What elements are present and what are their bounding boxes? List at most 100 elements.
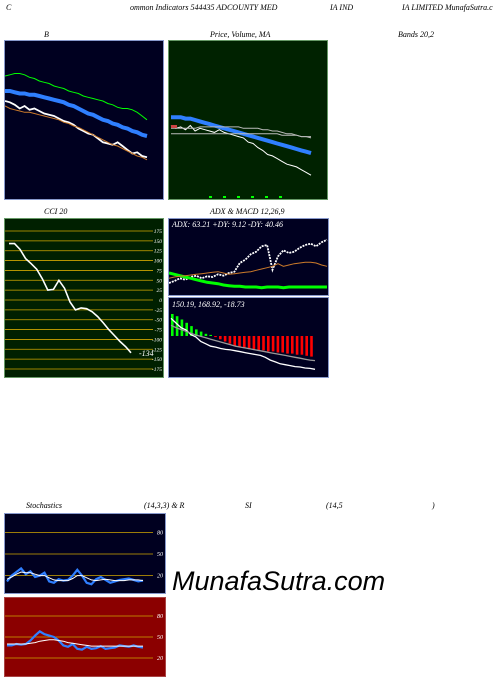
stoch-title-si: SI <box>245 501 252 510</box>
cci-tick-label: 150 <box>154 239 163 245</box>
adx-macd-title: ADX & MACD 12,26,9 <box>210 207 285 216</box>
cci-tick-label: 125 <box>154 249 163 255</box>
stoch-title-left: Stochastics <box>26 501 62 510</box>
macd-hist-bar <box>247 336 251 350</box>
stoch-tick-label: 50 <box>157 552 163 558</box>
adx-values: ADX: 63.21 +DY: 9.12 -DY: 40.46 <box>172 220 284 229</box>
cci-tick-label: -25 <box>155 308 163 314</box>
price-ma-panel <box>168 40 328 200</box>
cci-title: CCI 20 <box>44 207 68 216</box>
rsi-panel: 80 50 20 <box>4 597 166 677</box>
header-part-1: C <box>6 3 12 12</box>
adx-series-ADX <box>168 238 328 284</box>
macd-chart <box>170 314 316 370</box>
header-part-2: ommon Indicators 544435 ADCOUNTY MED <box>130 3 278 12</box>
rsi-series-0 <box>7 630 144 651</box>
stoch-title-14: (14,5 <box>326 501 343 510</box>
cci-tick-label: -125 <box>152 347 162 353</box>
rsi-tick-label: 50 <box>157 635 163 641</box>
cci-panel: 175 150 125 100 75 50 25 0 -25 -50 -75 -100 -125 -150… <box>4 218 164 378</box>
cci-tick-label: 25 <box>157 288 163 294</box>
macd-hist-bar <box>305 336 308 356</box>
adx-series-+DY <box>168 271 327 290</box>
bollinger-panel <box>4 40 164 200</box>
volume-bar <box>279 196 282 198</box>
macd-hist-bar <box>310 336 313 357</box>
stoch-title-mid: (14,3,3) & R <box>144 501 185 510</box>
macd-hist-bar <box>233 336 236 346</box>
stoch-tick-label: 20 <box>157 574 163 580</box>
price-ma-chart <box>170 115 312 198</box>
macd-line-Signal <box>170 324 316 362</box>
cci-tick-label: -150 <box>152 357 162 363</box>
volume-bar <box>237 196 240 198</box>
price-marker <box>171 125 177 128</box>
price-ma-series-2 <box>171 126 312 139</box>
macd-hist-bar <box>238 336 241 347</box>
adx-panel: ADX: 63.21 +DY: 9.12 -DY: 40.46 <box>168 218 329 296</box>
macd-hist-bar <box>286 336 289 354</box>
price-ma-series-3 <box>171 133 311 138</box>
macd-hist-bar <box>281 336 284 353</box>
rsi-tick-label: 80 <box>157 614 163 620</box>
macd-hist-bar <box>267 336 270 352</box>
macd-hist-bar <box>295 336 299 355</box>
header-part-4: IA LIMITED MunafaSutra.c <box>402 3 493 12</box>
cci-tick-label: 100 <box>154 259 163 265</box>
macd-panel: 150.19, 168.92, -18.73 <box>168 297 329 378</box>
price-ma-series-0 <box>170 124 312 176</box>
cci-tick-label: -100 <box>152 337 162 343</box>
adx-series--DY <box>168 261 328 279</box>
rsi-tick-label: 20 <box>157 656 163 662</box>
macd-hist-bar <box>209 334 212 336</box>
volume-bar <box>265 196 268 198</box>
macd-hist-bar <box>262 336 265 351</box>
macd-line-MACD <box>170 317 316 370</box>
bands-title: Bands 20,2 <box>398 30 434 39</box>
adx-chart <box>168 238 328 290</box>
stoch-tick-label: 80 <box>157 530 163 536</box>
macd-hist-bar <box>291 336 294 354</box>
cci-tick-label: 175 <box>154 229 163 235</box>
cci-line <box>9 242 132 354</box>
macd-hist-bar <box>257 336 260 351</box>
cci-tick-label: -175 <box>152 367 162 373</box>
stochastics-panel: 80 50 20 <box>4 513 166 594</box>
macd-hist-bar <box>175 316 179 336</box>
stoch-title-paren: ) <box>432 501 435 510</box>
stoch-series-0 <box>6 566 144 586</box>
price-ma-title: Price, Volume, MA <box>210 30 271 39</box>
macd-hist-bar <box>204 333 208 336</box>
cci-tick-label: 0 <box>159 298 162 304</box>
macd-hist-bar <box>190 326 193 336</box>
cci-last-label: -134 <box>139 349 154 358</box>
cci-tick-label: -75 <box>155 328 163 334</box>
volume-bar <box>251 196 254 198</box>
volume-bar <box>209 196 212 198</box>
cci-tick-label: 50 <box>157 278 163 284</box>
macd-hist-bar <box>195 329 198 336</box>
macd-hist-bar <box>252 336 256 350</box>
bollinger-title: B <box>44 30 49 39</box>
macd-hist-bar <box>171 314 174 336</box>
macd-values: 150.19, 168.92, -18.73 <box>172 300 245 309</box>
macd-hist-bar <box>300 336 304 355</box>
macd-hist-bar <box>271 336 275 352</box>
cci-tick-label: -50 <box>155 318 163 324</box>
cci-tick-label: 75 <box>157 268 163 274</box>
macd-hist-bar <box>219 336 222 340</box>
rsi-chart: 80 50 20 <box>5 614 163 662</box>
bollinger-series-3 <box>4 105 148 161</box>
bollinger-series-2 <box>4 73 148 121</box>
bollinger-series-1 <box>5 89 148 138</box>
macd-hist-bar <box>214 336 217 338</box>
bollinger-chart <box>4 73 148 161</box>
stoch-series-1 <box>6 571 144 582</box>
macd-hist-bar <box>223 336 227 342</box>
header-part-3: IA IND <box>330 3 354 12</box>
macd-hist-bar <box>185 322 188 336</box>
volume-bar <box>223 196 226 198</box>
macd-hist-bar <box>243 336 246 349</box>
stochastics-chart: 80 50 20 <box>5 530 163 586</box>
watermark: MunafaSutra.com <box>172 566 386 596</box>
